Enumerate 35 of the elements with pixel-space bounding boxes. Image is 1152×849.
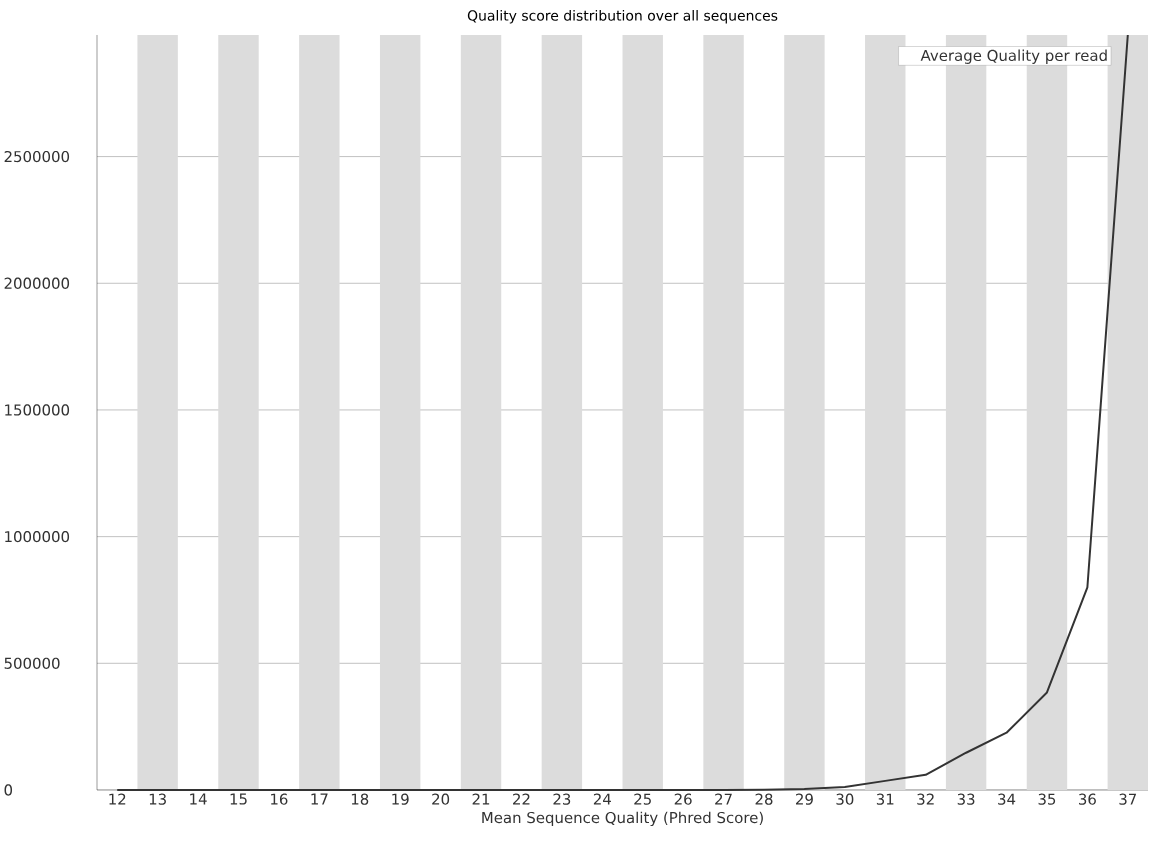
x-tick-label: 23 [553,793,571,805]
x-tick-label: 37 [1119,793,1137,805]
chart-title: Quality score distribution over all sequences [467,9,778,24]
y-tick-label: 2000000 [4,277,70,289]
x-tick-label: 24 [593,793,611,805]
x-tick-label: 12 [109,793,126,805]
x-tick-label: 25 [634,793,651,805]
x-tick-label: 30 [836,793,854,805]
x-tick-label: 15 [230,793,247,805]
x-tick-label: 28 [755,793,773,805]
x-tick-label: 22 [513,793,530,805]
x-tick-label: 34 [998,793,1016,805]
x-tick-label: 13 [149,793,166,805]
series-label: Average Quality per read [920,49,1107,64]
x-tick-label: 36 [1079,793,1096,805]
y-tick-label: 0 [4,784,13,796]
x-tick-label: 32 [917,793,934,805]
x-tick-label: 35 [1038,793,1056,805]
x-axis-title: Mean Sequence Quality (Phred Score) [482,811,763,827]
x-tick-label: 16 [271,793,288,805]
x-tick-label: 29 [796,793,813,805]
x-tick-label: 31 [876,793,894,805]
y-tick-label: 500000 [4,657,60,669]
y-tick-label: 2500000 [4,150,70,163]
x-tick-label: 19 [392,793,409,805]
x-tick-label: 14 [190,793,207,805]
x-tick-label: 26 [674,793,692,805]
x-tick-label: 20 [432,793,450,805]
x-tick-label: 17 [311,793,328,805]
x-tick-label: 18 [351,793,369,805]
y-tick-label: 1000000 [5,530,70,543]
x-tick-label: 21 [472,793,490,805]
y-tick-label: 1500000 [5,404,70,416]
x-tick-label: 27 [715,793,732,805]
x-tick-label: 33 [957,793,975,805]
